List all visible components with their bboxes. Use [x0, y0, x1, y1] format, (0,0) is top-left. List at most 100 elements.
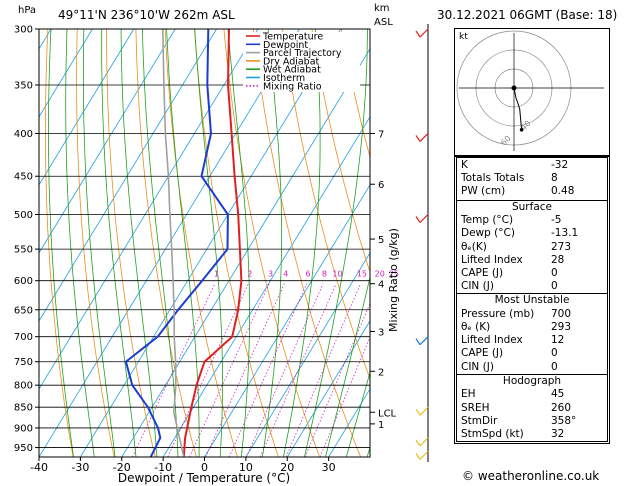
wind-barb [419, 133, 429, 142]
surface-label: θₑ(K) [461, 240, 487, 253]
wind-barb [419, 28, 429, 38]
km-tick-label: 3 [378, 327, 384, 338]
x-tick-label: -10 [154, 461, 172, 474]
km-tick-label: 7 [378, 129, 384, 140]
x-axis-label: Dewpoint / Temperature (°C) [118, 471, 290, 485]
x-axis-ticks: -40 -30 -20 -10 0 10 20 30 [30, 457, 336, 474]
hodograph-frame [454, 28, 610, 156]
isotherm-line [39, 29, 135, 186]
mixing-ratio-label: 1 [214, 270, 219, 279]
hodograph-stat-row: StmDir 358° [457, 415, 607, 428]
legend-entry: Parcel Trajectory [263, 48, 342, 59]
y-tick-label: 300 [14, 25, 33, 36]
dry-adiabat-line [340, 29, 370, 159]
hodograph-stat-value: 45 [551, 388, 565, 401]
wet-adiabat-line [304, 29, 368, 457]
mixing-ratio-label: 10 [332, 270, 342, 279]
isotherm-line [121, 48, 370, 457]
hodograph-trace [511, 85, 524, 132]
wet-adiabat-line [101, 29, 137, 457]
mixing-ratio-label: 2 [247, 270, 252, 279]
mixing-ratio-label: 6 [306, 270, 311, 279]
mixing-ratio-label: 20 [375, 270, 385, 279]
wind-barbs [415, 24, 429, 462]
right-axis-label: Mixing Ratio (g/kg) [387, 228, 400, 332]
wet-adiabat-line [166, 29, 200, 457]
mixing-ratio-line [189, 283, 270, 457]
most-unstable-row: CAPE (J) 0 [457, 347, 607, 360]
hodograph-stat-label: StmSpd (kt) [461, 427, 524, 440]
x-tick-label: 20 [280, 461, 294, 474]
hodograph-stat-value: 358° [551, 414, 577, 427]
legend-entry: Isotherm [263, 73, 305, 84]
surface-row: Dewp (°C) -13.1 [457, 227, 607, 240]
dry-adiabat-line [223, 29, 320, 457]
y-tick-label: 600 [14, 276, 33, 287]
index-row: PW (cm) 0.48 [457, 185, 607, 198]
legend-entry: Temperature [262, 32, 323, 43]
y-axis-ticks: 300 350 400 450 500 550 600 650 700 750 800 850 900 9… [14, 25, 39, 454]
hodograph-line [513, 87, 523, 130]
sounding-lines [124, 29, 243, 457]
isotherm-line [39, 29, 93, 118]
x-tick-label: -40 [30, 461, 48, 474]
y-tick-label: 500 [14, 210, 33, 221]
hodograph-stat-label: EH [461, 388, 476, 401]
surface-label: Temp (°C) [461, 214, 514, 227]
dry-adiabat-line [106, 29, 156, 457]
x-tick-label: 10 [239, 461, 253, 474]
index-label: K [461, 159, 468, 171]
y-tick-label: 700 [14, 332, 33, 343]
wind-barb-flag [415, 408, 421, 416]
wind-barb [419, 450, 429, 460]
mixing-ratio-line [246, 283, 324, 457]
isotherm-line [245, 252, 370, 457]
wet-adiabat-line [65, 29, 95, 457]
isotherm-line [286, 320, 370, 457]
km-label: km [374, 3, 390, 14]
mixing-ratio-line [259, 283, 337, 457]
wind-barb-flag [415, 338, 421, 346]
isotherm-line [39, 29, 217, 322]
legend-entry: Dewpoint [263, 40, 308, 51]
isotherm-line [0, 29, 10, 457]
hodograph-stat-row: StmSpd (kt) 32 [457, 428, 607, 441]
surface-value: 0 [551, 266, 558, 279]
mixing-ratio-line [205, 283, 285, 457]
isotherm-line [39, 29, 259, 390]
mixing-ratio-line [228, 283, 308, 457]
y-tick-label: 450 [14, 172, 33, 183]
asl-label: ASL [374, 17, 393, 28]
surface-value: 28 [551, 253, 565, 266]
surface-row: Temp (°C) -5 [457, 214, 607, 227]
dry-adiabat-line [311, 29, 370, 274]
wet-adiabat-line [120, 29, 158, 457]
wind-barb [419, 336, 429, 346]
series-parcel-trajectory [162, 29, 185, 457]
surface-label: CAPE (J) [461, 266, 504, 279]
wet-adiabat-line [283, 29, 321, 457]
hodograph-stat-label: StmDir [461, 414, 498, 427]
most-unstable-label: CIN (J) [461, 360, 494, 373]
wet-adiabat-line [142, 29, 179, 457]
y-tick-label: 800 [14, 381, 33, 392]
background-lines [0, 29, 370, 457]
x-tick-label: -30 [71, 461, 89, 474]
surface-row: CAPE (J) 0 [457, 267, 607, 280]
isotherm-line [39, 29, 300, 457]
hpa-label: hPa [18, 5, 37, 16]
mixing-ratio-line [167, 283, 249, 457]
surface-label: CIN (J) [461, 280, 494, 293]
dry-adiabat-line [76, 29, 115, 457]
most-unstable-row: CIN (J) 0 [457, 361, 607, 374]
legend-entry: Dry Adiabat [263, 56, 320, 67]
mixing-ratio-line [285, 283, 361, 457]
indices-table: K -32 Totals Totals 8 PW (cm) 0.48 Surface Te… [454, 156, 610, 445]
hodograph-origin-dot [511, 85, 517, 91]
index-row: K -32 [457, 159, 607, 172]
surface-title: Surface [511, 200, 552, 213]
surface-label: Lifted Index [461, 253, 523, 266]
surface-value: -5 [551, 214, 562, 227]
